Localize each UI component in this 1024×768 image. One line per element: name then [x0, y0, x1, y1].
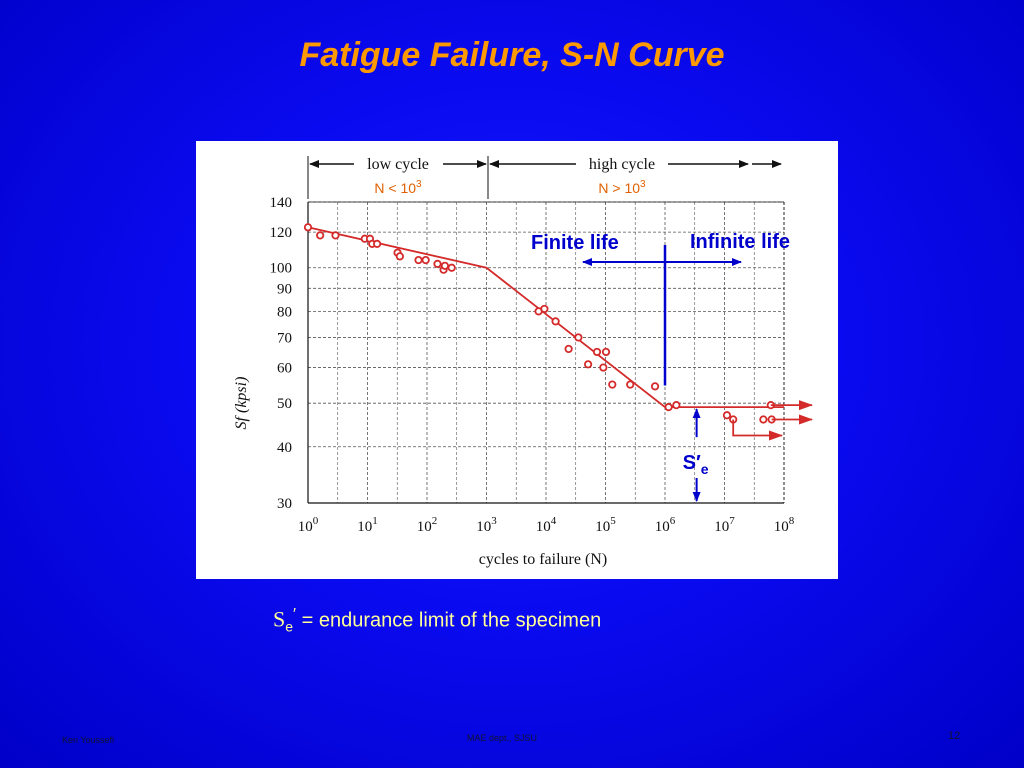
y-tick-label: 90 — [277, 281, 292, 297]
data-point — [599, 363, 608, 372]
finite-life-label: Finite life — [531, 232, 619, 254]
caption-subscript: e — [285, 618, 294, 635]
data-point — [592, 347, 602, 357]
x-tick-label: 102 — [417, 515, 438, 535]
data-point — [551, 317, 560, 326]
footer-author: Ken Youssefi — [62, 735, 115, 745]
data-point — [316, 231, 325, 240]
x-axis-label: cycles to failure (N) — [479, 551, 607, 568]
y-axis-label: Sf (kpsi) — [233, 377, 250, 430]
data-point — [421, 255, 430, 265]
data-point — [650, 382, 660, 391]
sn-chart: 30 40 50 60 70 80 90 100 120 140 100 101 102 103 104 10… — [233, 156, 813, 568]
y-tick-label: 80 — [277, 304, 292, 320]
slide-title: Fatigue Failure, S-N Curve — [299, 36, 725, 74]
data-point — [574, 333, 583, 342]
data-point — [672, 401, 681, 410]
page-number: 12 — [948, 730, 961, 742]
data-point — [395, 252, 404, 261]
endurance-limit-label: S′e — [683, 452, 709, 477]
x-tick-label: 106 — [655, 515, 676, 535]
data-point — [608, 380, 617, 389]
y-tick-label: 60 — [277, 361, 292, 377]
infinite-life-label: Infinite life — [690, 231, 790, 253]
x-tick-label: 101 — [357, 515, 378, 535]
axes: 30 40 50 60 70 80 90 100 120 140 100 101 102 103 104 10… — [270, 195, 795, 535]
data-point — [447, 263, 456, 272]
y-tick-label: 50 — [277, 396, 292, 412]
low-cycle-condition: N < 103 — [374, 179, 422, 196]
data-point — [759, 415, 768, 424]
data-point — [303, 223, 313, 232]
y-tick-label: 100 — [270, 261, 293, 277]
x-tick-label: 104 — [536, 515, 557, 535]
endurance-caption: Se′ = endurance limit of the specimen — [273, 606, 601, 635]
low-cycle-label: low cycle — [367, 156, 429, 173]
figure-panel: 30 40 50 60 70 80 90 100 120 140 100 101 102 103 104 10… — [196, 141, 838, 579]
y-tick-label: 70 — [277, 330, 292, 346]
data-point — [584, 360, 593, 369]
data-point — [331, 231, 340, 240]
data-point — [722, 411, 732, 420]
y-tick-label: 140 — [270, 195, 293, 211]
caption-prime: ′ — [293, 606, 297, 623]
data-point — [540, 304, 549, 314]
data-point — [664, 403, 673, 412]
y-tick-label: 40 — [277, 440, 292, 456]
annotations: Finite life Infinite life S′e — [531, 231, 790, 502]
high-cycle-label: high cycle — [589, 156, 655, 173]
runout-arrow — [732, 419, 783, 441]
x-tick-label: 108 — [774, 515, 795, 535]
footer-department: MAE dept., SJSU — [467, 733, 538, 743]
x-tick-label: 105 — [595, 515, 616, 535]
data-point — [414, 255, 423, 265]
runout-arrows — [732, 400, 813, 441]
data-point — [601, 347, 611, 357]
y-tick-label: 30 — [277, 496, 292, 512]
region-header: low cycle N < 103 high cycle N > 103 — [307, 156, 782, 199]
data-point — [433, 259, 442, 268]
data-points — [303, 223, 776, 424]
data-point — [440, 261, 450, 270]
x-tick-label: 103 — [476, 515, 497, 535]
data-point — [626, 380, 635, 389]
x-tick-label: 100 — [298, 515, 319, 535]
high-cycle-condition: N > 103 — [598, 179, 646, 196]
caption-text: = endurance limit of the specimen — [296, 609, 602, 632]
data-point — [373, 239, 382, 248]
caption-symbol: S — [273, 606, 286, 632]
x-tick-label: 107 — [714, 515, 735, 535]
data-point — [564, 344, 573, 354]
y-tick-label: 120 — [270, 225, 293, 241]
